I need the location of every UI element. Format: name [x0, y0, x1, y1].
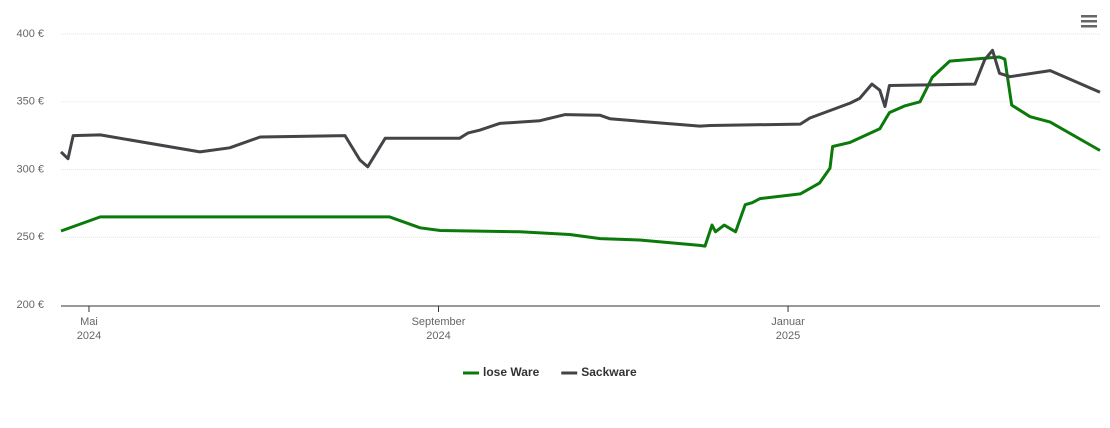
series-line: [59, 48, 1101, 169]
x-tick-year: 2024: [426, 330, 450, 342]
x-tick-year: 2024: [77, 330, 101, 342]
menu-icon[interactable]: [1081, 15, 1097, 28]
x-tick-label: September: [412, 316, 466, 328]
y-tick-label: 350 €: [16, 96, 44, 108]
x-tick-label: Januar: [771, 316, 805, 328]
legend-label: Sackware: [581, 365, 637, 379]
y-tick-label: 400 €: [16, 28, 44, 40]
y-tick-label: 250 €: [16, 231, 44, 243]
series-line: [60, 55, 1101, 248]
y-tick-label: 200 €: [16, 299, 44, 311]
y-tick-label: 300 €: [16, 163, 44, 175]
legend-label: lose Ware: [483, 365, 540, 379]
x-tick-year: 2025: [776, 330, 800, 342]
x-tick-label: Mai: [80, 316, 98, 328]
legend: lose Ware Sackware: [463, 365, 637, 379]
